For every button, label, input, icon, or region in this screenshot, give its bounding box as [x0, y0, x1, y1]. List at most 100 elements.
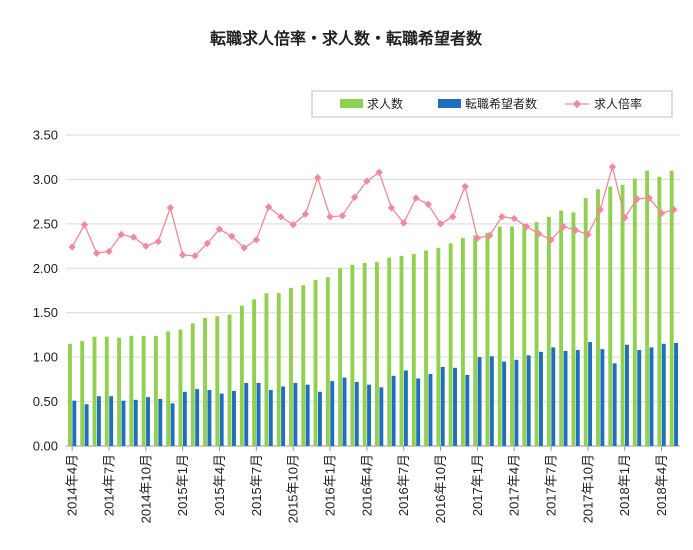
x-tick-label: 2016年7月 [396, 454, 411, 516]
legend-box [311, 90, 673, 118]
bar-job-seekers [170, 403, 175, 446]
bar-job-seekers [182, 391, 187, 446]
bar-job-seekers [96, 396, 101, 446]
ratio-point [584, 230, 592, 239]
bar-job-openings [215, 316, 220, 446]
bar-job-openings [80, 341, 85, 446]
ratio-point [449, 213, 457, 221]
bar-job-openings [141, 335, 146, 446]
ratio-point [80, 221, 89, 229]
x-tick-label: 2016年4月 [359, 454, 374, 516]
legend-label-job-openings: 求人数 [367, 96, 403, 111]
ratio-point [424, 200, 432, 208]
bar-job-seekers [354, 382, 359, 446]
bar-job-openings [546, 216, 551, 446]
y-tick-label: 1.50 [33, 305, 58, 320]
bar-job-seekers [293, 382, 298, 446]
ratio-point [191, 252, 199, 260]
y-tick-label: 1.00 [33, 350, 58, 365]
legend-label-ratio: 求人倍率 [594, 96, 642, 111]
bar-job-openings [129, 335, 134, 446]
y-tick-label: 2.50 [33, 216, 58, 231]
x-tick-label: 2018年4月 [654, 454, 669, 516]
ratio-point [166, 204, 175, 212]
ratio-point [326, 213, 334, 221]
y-tick-label: 0.00 [33, 439, 58, 454]
ratio-point [252, 236, 261, 244]
bar-job-seekers [367, 384, 372, 446]
bar-job-openings [387, 257, 392, 446]
bar-job-openings [252, 299, 257, 446]
bar-job-openings [338, 268, 343, 446]
bar-job-seekers [661, 343, 666, 446]
bar-job-seekers [612, 363, 617, 446]
bar-job-seekers [268, 390, 273, 446]
ratio-point [657, 209, 666, 217]
bar-job-seekers [133, 399, 138, 446]
ratio-point [596, 205, 604, 214]
bar-job-seekers [109, 396, 114, 446]
x-tick-label: 2018年1月 [617, 454, 632, 516]
bar-job-seekers [440, 366, 445, 446]
bar-job-openings [448, 243, 453, 446]
legend-swatch-job-seekers [438, 99, 461, 108]
bar-job-seekers [342, 377, 347, 446]
bar-job-seekers [281, 386, 286, 446]
bar-job-openings [166, 331, 171, 446]
bar-job-openings [227, 314, 232, 446]
bar-job-openings [374, 262, 379, 446]
bar-job-openings [190, 323, 195, 446]
bar-job-openings [424, 250, 429, 446]
bar-job-seekers [588, 342, 593, 446]
chart-title: 転職求人倍率・求人数・転職希望者数 [210, 29, 483, 48]
bar-job-seekers [416, 378, 421, 446]
grid-layer [66, 134, 680, 447]
bar-job-seekers [477, 357, 482, 446]
bar-job-openings [276, 293, 281, 446]
bar-job-seekers [489, 356, 494, 446]
bar-job-openings [632, 178, 637, 447]
ratio-point [571, 226, 580, 234]
x-tick-label: 2017年7月 [544, 454, 559, 516]
line-layer [68, 163, 678, 260]
bar-job-seekers [551, 347, 556, 446]
ratio-point [522, 222, 531, 231]
x-tick-label: 2017年4月 [507, 454, 522, 516]
bar-job-seekers [219, 393, 224, 446]
bar-job-openings [264, 293, 269, 446]
bar-job-seekers [465, 374, 470, 446]
bar-job-openings [325, 277, 330, 446]
bar-job-seekers [207, 390, 212, 446]
bar-job-seekers [84, 404, 89, 446]
ratio-point [203, 239, 211, 248]
x-tick-label: 2016年10月 [433, 454, 448, 523]
bar-job-openings [522, 223, 527, 446]
bar-job-seekers [330, 381, 335, 446]
y-tick-label: 3.50 [33, 128, 58, 143]
bar-job-seekers [624, 344, 629, 446]
ratio-point [436, 220, 445, 228]
bar-job-seekers [195, 389, 200, 446]
bar-job-openings [350, 264, 355, 446]
bar-job-openings [669, 170, 674, 447]
bar-job-seekers [674, 342, 679, 446]
bar-job-openings [473, 235, 478, 446]
ratio-point [338, 212, 346, 220]
bar-job-seekers [158, 398, 163, 446]
x-tick-label: 2017年1月 [470, 454, 485, 516]
bar-job-seekers [232, 390, 236, 446]
ratio-point [645, 194, 653, 202]
ratio-point [535, 229, 543, 238]
bar-job-openings [485, 232, 490, 446]
bar-job-openings [301, 285, 306, 446]
ratio-point [621, 213, 629, 222]
bar-job-openings [153, 335, 158, 446]
ratio-point [117, 230, 125, 239]
bar-job-seekers [649, 347, 654, 446]
x-tick-label: 2014年7月 [101, 454, 116, 516]
legend-label-job-seekers: 転職希望者数 [465, 96, 537, 111]
bar-job-openings [657, 176, 662, 446]
x-tick-label: 2014年10月 [138, 454, 153, 523]
x-tick-label: 2015年10月 [286, 454, 301, 523]
